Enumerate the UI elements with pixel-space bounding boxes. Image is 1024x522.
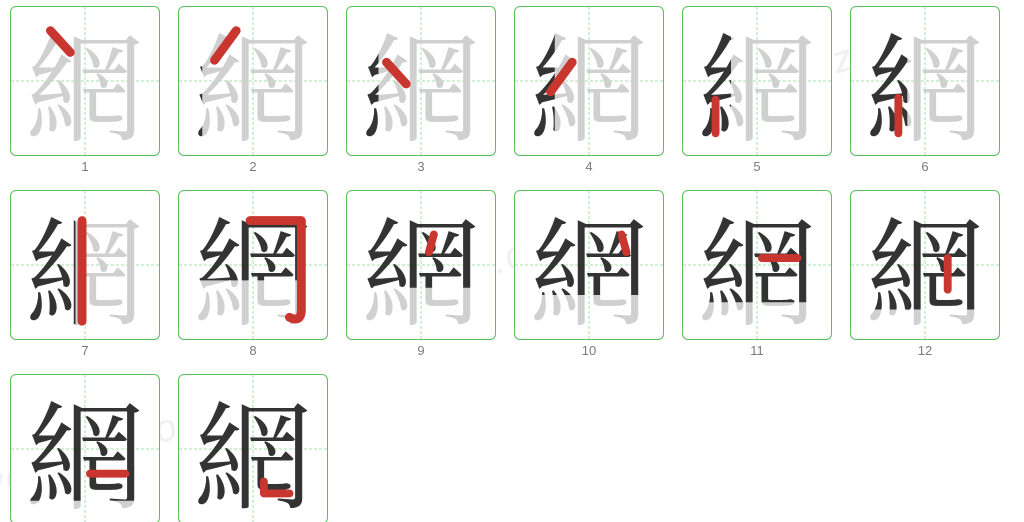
char-done: 網 bbox=[515, 7, 663, 155]
char-done: 網 bbox=[179, 7, 327, 155]
stroke-step-7: 網網7 bbox=[10, 190, 160, 358]
char-done: 網 bbox=[11, 191, 159, 339]
stroke-step-14: 網網14 bbox=[178, 374, 328, 522]
char-done: 網 bbox=[683, 7, 831, 155]
grid-row: 網網7網網8網網9網網10網網11網網12 bbox=[10, 190, 1014, 358]
char-done: 網 bbox=[851, 7, 999, 155]
stroke-step-8: 網網8 bbox=[178, 190, 328, 358]
done-glyph: 網 bbox=[698, 22, 816, 140]
grid-row: 網1網網2網網3網網4網網5網網6 bbox=[10, 6, 1014, 174]
done-glyph: 網 bbox=[866, 206, 984, 324]
ghost-glyph: 網 bbox=[26, 22, 144, 140]
stroke-step-2: 網網2 bbox=[178, 6, 328, 174]
char-ghost: 網 bbox=[11, 7, 159, 155]
done-glyph: 網 bbox=[362, 206, 480, 324]
done-glyph: 網 bbox=[866, 22, 984, 140]
stroke-cell: 網網 bbox=[178, 190, 328, 340]
stroke-cell: 網 bbox=[10, 6, 160, 156]
stroke-cell: 網網 bbox=[178, 374, 328, 522]
done-glyph: 網 bbox=[698, 206, 816, 324]
stroke-step-5: 網網5 bbox=[682, 6, 832, 174]
char-done: 網 bbox=[347, 191, 495, 339]
stroke-step-9: 網網9 bbox=[346, 190, 496, 358]
stroke-order-grid: 網1網網2網網3網網4網網5網網6網網7網網8網網9網網10網網11網網12網網… bbox=[0, 0, 1024, 522]
stroke-cell: 網網 bbox=[346, 190, 496, 340]
stroke-step-10: 網網10 bbox=[514, 190, 664, 358]
stroke-step-12: 網網12 bbox=[850, 190, 1000, 358]
stroke-step-13: 網網13 bbox=[10, 374, 160, 522]
char-done: 網 bbox=[179, 191, 327, 339]
stroke-step-11: 網網11 bbox=[682, 190, 832, 358]
stroke-cell: 網網 bbox=[850, 190, 1000, 340]
grid-row: 網網13網網14 bbox=[10, 374, 1014, 522]
done-glyph: 網 bbox=[26, 206, 144, 324]
done-glyph: 網 bbox=[530, 22, 648, 140]
char-done: 網 bbox=[11, 375, 159, 522]
done-glyph: 網 bbox=[194, 390, 312, 508]
done-glyph: 網 bbox=[362, 22, 480, 140]
char-done: 網 bbox=[851, 191, 999, 339]
char-done: 網 bbox=[683, 191, 831, 339]
stroke-cell: 網網 bbox=[682, 190, 832, 340]
done-glyph: 網 bbox=[530, 206, 648, 324]
stroke-cell: 網網 bbox=[514, 6, 664, 156]
stroke-cell: 網網 bbox=[682, 6, 832, 156]
stroke-step-3: 網網3 bbox=[346, 6, 496, 174]
char-done: 網 bbox=[515, 191, 663, 339]
stroke-step-1: 網1 bbox=[10, 6, 160, 174]
done-glyph: 網 bbox=[26, 390, 144, 508]
stroke-cell: 網網 bbox=[10, 190, 160, 340]
stroke-cell: 網網 bbox=[10, 374, 160, 522]
stroke-cell: 網網 bbox=[346, 6, 496, 156]
stroke-step-6: 網網6 bbox=[850, 6, 1000, 174]
char-done: 網 bbox=[347, 7, 495, 155]
stroke-step-4: 網網4 bbox=[514, 6, 664, 174]
char-done: 網 bbox=[179, 375, 327, 522]
stroke-cell: 網網 bbox=[178, 6, 328, 156]
done-glyph: 網 bbox=[194, 206, 312, 324]
done-glyph: 網 bbox=[194, 22, 312, 140]
stroke-cell: 網網 bbox=[514, 190, 664, 340]
stroke-cell: 網網 bbox=[850, 6, 1000, 156]
